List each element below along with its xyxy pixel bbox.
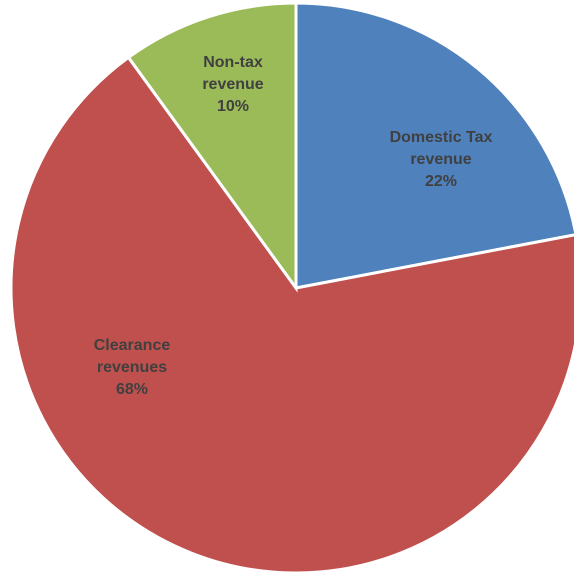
value-label: 22% xyxy=(424,173,458,190)
category-name: Clearance revenues xyxy=(93,337,171,376)
value-label: 68% xyxy=(115,381,149,398)
category-name: Non-tax revenue xyxy=(202,54,264,93)
pie-slice xyxy=(9,55,574,573)
pie-slice xyxy=(294,1,574,290)
category-name: Domestic Tax revenue xyxy=(389,129,493,168)
slice-label: Clearance revenues 68% xyxy=(77,335,187,401)
pie-slice xyxy=(126,1,298,293)
value-label: 10% xyxy=(216,98,250,115)
slice-label: Domestic Tax revenue 22% xyxy=(379,127,504,193)
slice-label: Non-tax revenue 10% xyxy=(193,52,273,118)
